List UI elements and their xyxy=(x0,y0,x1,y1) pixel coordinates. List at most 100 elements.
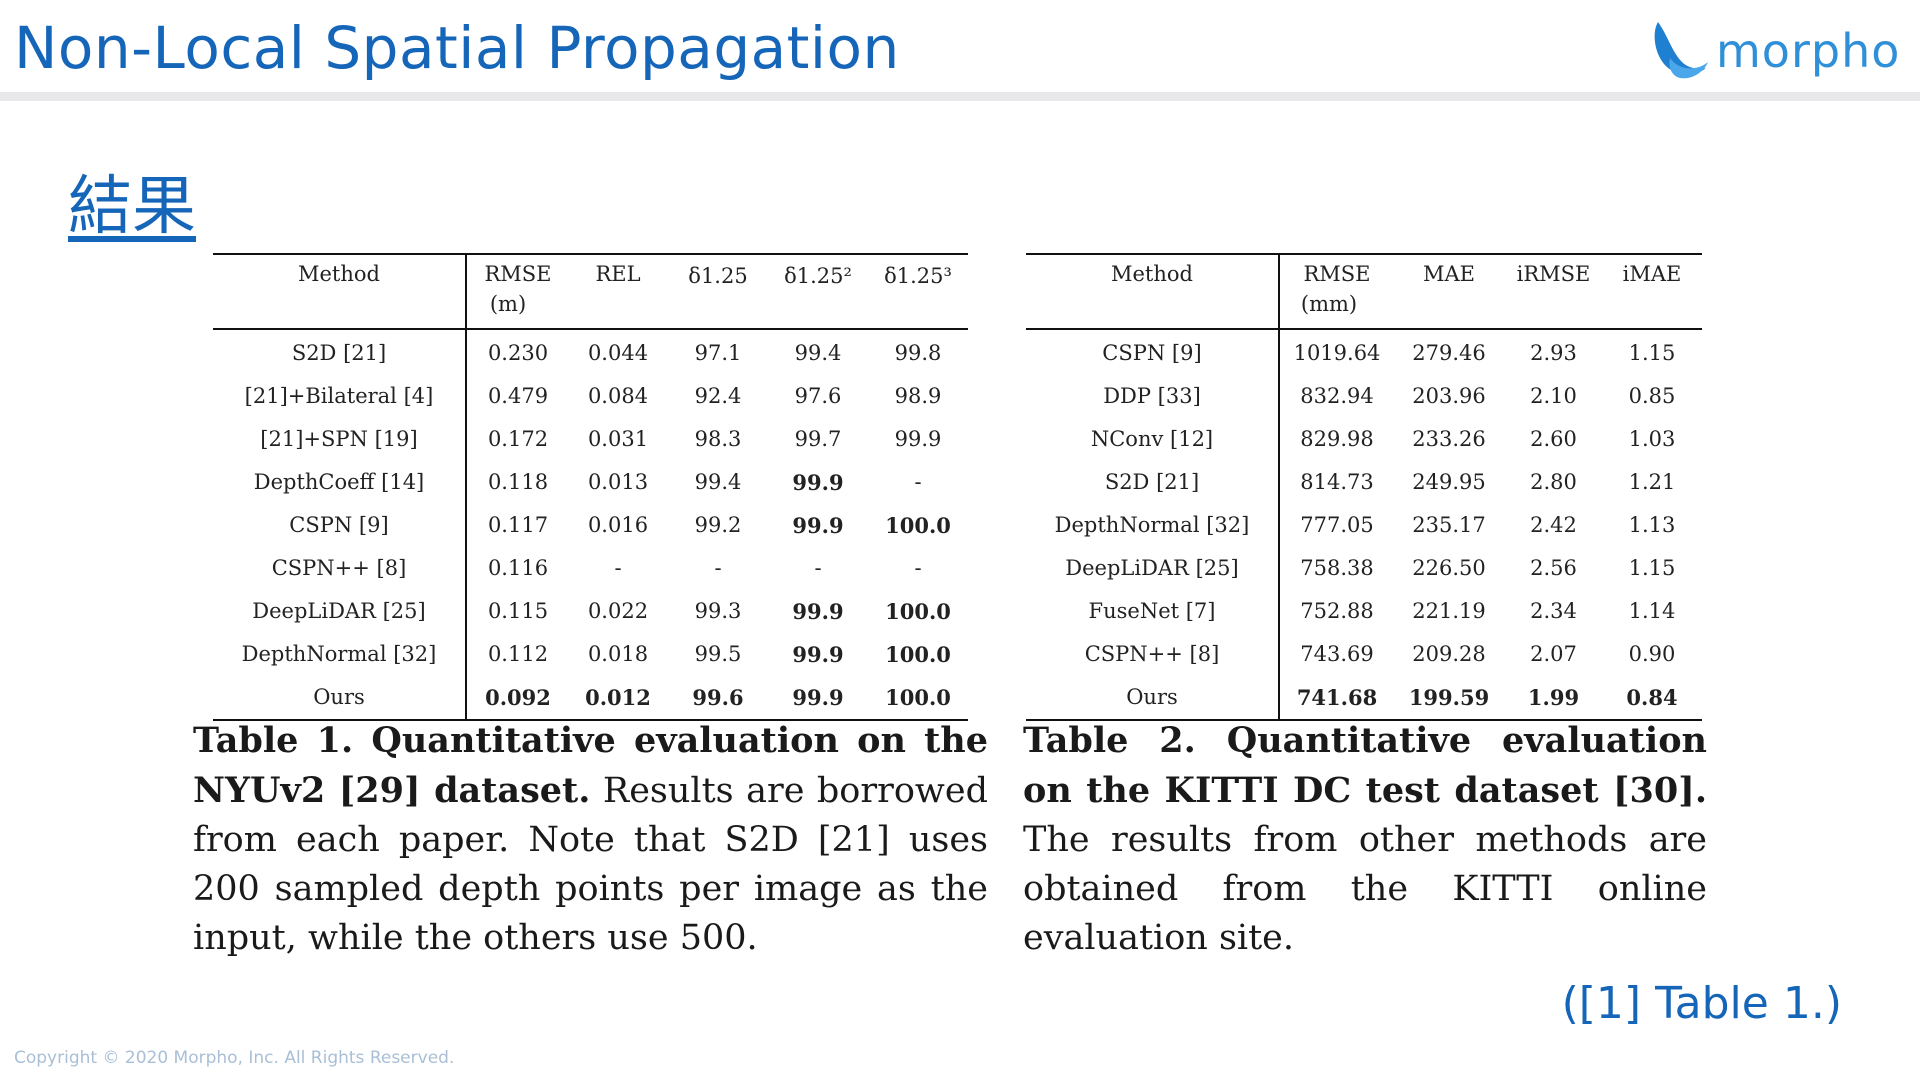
table2-caption-body: The results from other methods are obtai… xyxy=(1023,820,1707,958)
method-cell: DepthNormal [32] xyxy=(1054,513,1250,537)
slide-title: Non-Local Spatial Propagation xyxy=(14,14,900,82)
table-row: DepthNormal [32] 0.112 0.018 99.5 99.9 1… xyxy=(213,633,968,676)
rmse-cell: 0.116 xyxy=(487,556,549,580)
method-cell: CSPN [9] xyxy=(289,513,389,537)
header-rmse-unit: (m) xyxy=(489,292,527,316)
rmse-cell: 752.88 xyxy=(1300,599,1374,623)
irmse-cell: 2.60 xyxy=(1530,427,1577,451)
rel-cell: 0.044 xyxy=(587,341,649,365)
rmse-cell: 1019.64 xyxy=(1293,341,1381,365)
morpho-logo-icon xyxy=(1654,22,1708,79)
rmse-cell: 0.479 xyxy=(487,384,549,408)
table-row: Ours 0.092 0.012 99.6 99.9 100.0 xyxy=(213,676,968,719)
delta2-cell: 99.9 xyxy=(792,599,844,624)
table-kitti: Method RMSE (mm) MAE iRMSE iMAE CSPN [9]… xyxy=(1026,253,1702,721)
delta3-cell: - xyxy=(914,470,922,494)
imae-cell: 0.85 xyxy=(1628,384,1676,408)
rel-cell: 0.012 xyxy=(585,685,651,710)
table-row: Ours 741.68 199.59 1.99 0.84 xyxy=(1026,676,1702,719)
reference-note: ([1] Table 1.) xyxy=(1561,978,1842,1029)
rmse-cell: 758.38 xyxy=(1300,556,1374,580)
delta1-cell: 99.5 xyxy=(694,642,742,666)
method-cell: DepthNormal [32] xyxy=(241,642,437,666)
delta1-cell: 99.3 xyxy=(694,599,742,623)
delta1-cell: 99.2 xyxy=(694,513,742,537)
delta3-cell: 99.9 xyxy=(894,427,942,451)
irmse-cell: 2.56 xyxy=(1530,556,1577,580)
header-delta1: δ1.25 xyxy=(688,264,748,288)
rmse-cell: 0.117 xyxy=(487,513,549,537)
logo-text: morpho xyxy=(1716,24,1901,78)
method-cell: Ours xyxy=(313,685,365,709)
mae-cell: 221.19 xyxy=(1412,599,1486,623)
header-method: Method xyxy=(1111,262,1193,286)
rmse-cell: 0.230 xyxy=(487,341,549,365)
header-rel: REL xyxy=(595,262,641,286)
mae-cell: 203.96 xyxy=(1412,384,1486,408)
copyright-notice: Copyright © 2020 Morpho, Inc. All Rights… xyxy=(14,1048,455,1068)
method-cell: Ours xyxy=(1126,685,1178,709)
delta3-cell: 100.0 xyxy=(885,513,951,538)
header-rmse-unit: (mm) xyxy=(1300,292,1358,316)
delta2-cell: - xyxy=(814,556,822,580)
table-row: S2D [21] 814.73 249.95 2.80 1.21 xyxy=(1026,461,1702,504)
table2-caption: Table 2. Quantitative evaluation on the … xyxy=(1023,716,1707,963)
method-cell: S2D [21] xyxy=(1104,470,1200,494)
method-cell: S2D [21] xyxy=(291,341,387,365)
table-nyuv2: Method RMSE (m) REL δ1.25 δ1.25² δ1.25³ … xyxy=(213,253,968,721)
imae-cell: 0.90 xyxy=(1628,642,1676,666)
rel-cell: 0.018 xyxy=(587,642,649,666)
mae-cell: 249.95 xyxy=(1412,470,1486,494)
rmse-cell: 832.94 xyxy=(1300,384,1374,408)
table-row: NConv [12] 829.98 233.26 2.60 1.03 xyxy=(1026,418,1702,461)
method-cell: CSPN++ [8] xyxy=(1084,642,1220,666)
rmse-cell: 814.73 xyxy=(1300,470,1374,494)
table-row: CSPN [9] 1019.64 279.46 2.93 1.15 xyxy=(1026,332,1702,375)
table-row: FuseNet [7] 752.88 221.19 2.34 1.14 xyxy=(1026,590,1702,633)
delta3-cell: 100.0 xyxy=(885,685,951,710)
imae-cell: 1.14 xyxy=(1628,599,1676,623)
mae-cell: 199.59 xyxy=(1408,685,1490,710)
mae-cell: 226.50 xyxy=(1412,556,1486,580)
delta2-cell: 99.7 xyxy=(794,427,842,451)
method-cell: DepthCoeff [14] xyxy=(253,470,425,494)
table-row: CSPN++ [8] 743.69 209.28 2.07 0.90 xyxy=(1026,633,1702,676)
rmse-cell: 777.05 xyxy=(1300,513,1374,537)
title-divider xyxy=(0,92,1920,101)
delta3-cell: 100.0 xyxy=(885,599,951,624)
header-delta2: δ1.25² xyxy=(784,264,852,288)
irmse-cell: 1.99 xyxy=(1527,685,1580,710)
mae-cell: 209.28 xyxy=(1412,642,1486,666)
header-mae: MAE xyxy=(1423,262,1475,286)
imae-cell: 1.15 xyxy=(1628,341,1676,365)
imae-cell: 1.13 xyxy=(1628,513,1676,537)
table-row: DDP [33] 832.94 203.96 2.10 0.85 xyxy=(1026,375,1702,418)
delta1-cell: 98.3 xyxy=(694,427,742,451)
delta2-cell: 97.6 xyxy=(794,384,842,408)
header-rmse: RMSE xyxy=(1303,262,1371,286)
delta1-cell: 92.4 xyxy=(694,384,742,408)
table-row: [21]+SPN [19] 0.172 0.031 98.3 99.7 99.9 xyxy=(213,418,968,461)
irmse-cell: 2.10 xyxy=(1530,384,1577,408)
table1-caption-body: Results are borrowed from each paper. No… xyxy=(193,771,988,958)
irmse-cell: 2.42 xyxy=(1530,513,1577,537)
delta1-cell: 99.6 xyxy=(692,685,744,710)
delta3-cell: - xyxy=(914,556,922,580)
delta3-cell: 99.8 xyxy=(894,341,942,365)
imae-cell: 1.15 xyxy=(1628,556,1676,580)
rmse-cell: 0.092 xyxy=(485,685,551,710)
delta2-cell: 99.9 xyxy=(792,685,844,710)
irmse-cell: 2.07 xyxy=(1530,642,1577,666)
rmse-cell: 0.172 xyxy=(487,427,549,451)
method-cell: FuseNet [7] xyxy=(1088,599,1216,623)
method-cell: NConv [12] xyxy=(1090,427,1214,451)
method-cell: CSPN++ [8] xyxy=(271,556,407,580)
header-rmse: RMSE xyxy=(484,262,552,286)
imae-cell: 1.21 xyxy=(1628,470,1676,494)
section-heading: 結果 xyxy=(68,170,196,244)
rmse-cell: 741.68 xyxy=(1296,685,1378,710)
mae-cell: 233.26 xyxy=(1412,427,1486,451)
table-row: CSPN++ [8] 0.116 - - - - xyxy=(213,547,968,590)
rmse-cell: 0.118 xyxy=(487,470,549,494)
imae-cell: 0.84 xyxy=(1626,685,1678,710)
